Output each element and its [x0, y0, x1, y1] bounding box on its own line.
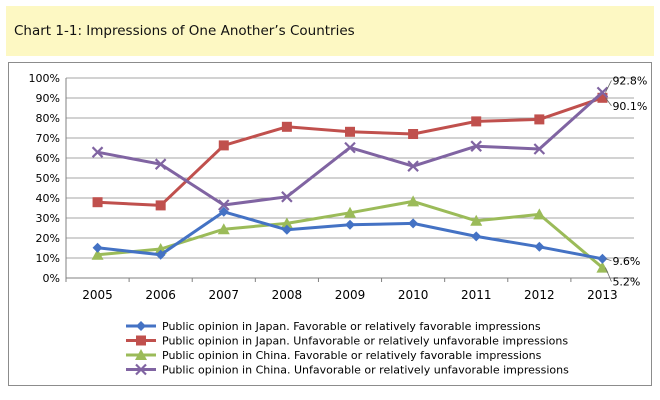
data-point — [344, 141, 356, 154]
marker-stroke — [533, 143, 546, 155]
data-point — [597, 92, 608, 103]
legend-label: Public opinion in China. Favorable or re… — [162, 349, 542, 362]
data-label: 9.6% — [612, 255, 640, 268]
marker-stroke — [91, 146, 104, 158]
x-tick-label: 2012 — [524, 288, 555, 302]
data-point — [534, 241, 545, 252]
data-label-leader — [605, 97, 612, 107]
series-line — [97, 210, 603, 261]
data-point — [408, 129, 419, 139]
marker-stroke — [596, 86, 609, 99]
data-point — [217, 223, 230, 235]
data-point — [344, 206, 356, 218]
x-tick-label: 2009 — [335, 288, 366, 302]
marker-stroke — [217, 199, 230, 211]
y-tick-label: 100% — [29, 72, 60, 85]
legend-label: Public opinion in China. Unfavorable or … — [162, 364, 569, 377]
series-lines — [91, 86, 609, 273]
marker-stroke — [470, 140, 483, 152]
data-point — [470, 214, 483, 226]
data-point — [533, 208, 546, 220]
data-label-leader — [605, 258, 612, 262]
data-point — [155, 200, 166, 211]
data-label-leader — [605, 267, 612, 282]
x-tick-label: 2007 — [209, 288, 240, 302]
data-point — [218, 140, 229, 151]
data-point — [154, 158, 167, 170]
y-tick-label: 40% — [36, 192, 60, 205]
legend-marker — [136, 335, 146, 346]
data-point — [597, 253, 608, 264]
y-tick-label: 50% — [36, 172, 60, 185]
x-tick-label: 2011 — [461, 288, 492, 302]
data-point — [218, 206, 229, 217]
x-tick-label: 2008 — [272, 288, 303, 302]
y-tick-label: 10% — [36, 252, 60, 265]
x-tick-label: 2013 — [587, 288, 618, 302]
y-tick-label: 70% — [36, 132, 60, 145]
data-point — [407, 195, 420, 207]
legend: Public opinion in Japan. Favorable or re… — [126, 320, 569, 377]
data-label: 90.1% — [612, 100, 647, 113]
data-label: 92.8% — [612, 74, 647, 87]
data-point — [407, 160, 419, 172]
data-point — [155, 249, 166, 260]
data-point — [92, 242, 103, 253]
data-label: 5.2% — [612, 276, 640, 289]
data-point — [92, 197, 103, 208]
legend-label: Public opinion in Japan. Favorable or re… — [162, 320, 541, 333]
marker-stroke — [344, 141, 356, 154]
data-point — [596, 86, 609, 99]
data-point — [91, 146, 104, 158]
data-point — [91, 248, 104, 260]
marker-stroke — [407, 160, 419, 172]
legend-marker — [136, 321, 146, 331]
marker-stroke — [154, 158, 167, 170]
y-tick-label: 60% — [36, 152, 60, 165]
data-point — [281, 121, 292, 132]
marker-stroke — [135, 363, 147, 376]
x-tick-label: 2006 — [145, 288, 176, 302]
data-labels: 92.8% 90.1% 9.6% 5.2% — [605, 74, 647, 289]
x-tick-label: 2005 — [82, 288, 113, 302]
legend-label: Public opinion in Japan. Unfavorable or … — [162, 335, 568, 348]
data-point — [345, 219, 355, 230]
legend-marker — [135, 349, 147, 360]
data-point — [280, 217, 293, 229]
series-line — [97, 96, 603, 207]
y-tick-label: 90% — [36, 92, 60, 105]
data-point — [596, 261, 609, 273]
data-point — [533, 143, 546, 155]
legend-marker — [135, 363, 147, 376]
data-point — [217, 199, 230, 211]
axes: 0% 10% 20% 30% 40% 50% 60% 70% 80% 90% 100% 2005 200… — [29, 72, 635, 302]
data-point — [281, 224, 292, 235]
y-tick-label: 80% — [36, 112, 60, 125]
data-point — [471, 231, 482, 242]
data-point — [470, 140, 483, 152]
y-tick-label: 20% — [36, 232, 60, 245]
data-point — [471, 116, 482, 127]
x-tick-label: 2010 — [398, 288, 429, 302]
data-point — [534, 114, 545, 125]
chart-title: Chart 1-1: Impressions of One Another’s … — [14, 23, 355, 39]
data-point — [345, 126, 355, 137]
y-tick-label: 0% — [43, 272, 60, 285]
data-point — [281, 191, 293, 203]
data-point — [408, 218, 419, 229]
chart-title-bar: Chart 1-1: Impressions of One Another’s … — [6, 6, 654, 56]
marker-stroke — [281, 191, 293, 203]
y-tick-label: 30% — [36, 212, 60, 225]
data-label-leader — [605, 80, 612, 93]
